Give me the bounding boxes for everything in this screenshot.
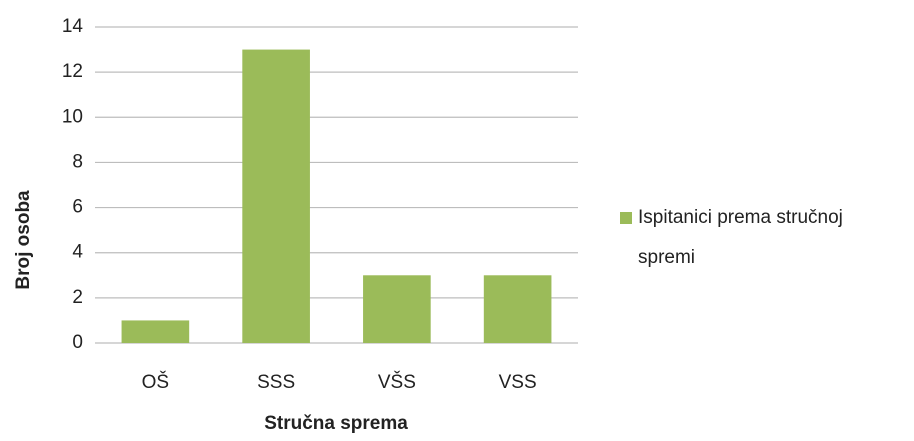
y-tick-label: 14 bbox=[62, 16, 84, 37]
x-tick-label: VSS bbox=[499, 372, 537, 393]
y-tick-label: 0 bbox=[72, 332, 83, 353]
y-tick-label: 6 bbox=[72, 197, 83, 218]
y-tick-label: 8 bbox=[72, 151, 83, 172]
bar bbox=[483, 275, 552, 343]
y-axis-title: Broj osoba bbox=[13, 190, 34, 290]
x-tick-label: SSS bbox=[257, 372, 295, 393]
x-tick-label: VŠS bbox=[378, 371, 416, 393]
bar bbox=[121, 320, 190, 343]
y-tick-label: 2 bbox=[72, 287, 83, 308]
legend-label: Ispitanici prema stručnoj spremi bbox=[638, 207, 843, 268]
y-tick-label: 10 bbox=[62, 106, 83, 127]
legend: Ispitanici prema stručnoj spremi bbox=[620, 198, 910, 278]
y-tick-label: 4 bbox=[72, 242, 83, 263]
bar bbox=[363, 275, 431, 343]
y-tick-label: 12 bbox=[62, 61, 83, 82]
bar bbox=[242, 49, 310, 343]
x-axis-title: Stručna sprema bbox=[264, 413, 408, 434]
legend-swatch bbox=[620, 212, 632, 224]
x-tick-label: OŠ bbox=[142, 371, 169, 393]
